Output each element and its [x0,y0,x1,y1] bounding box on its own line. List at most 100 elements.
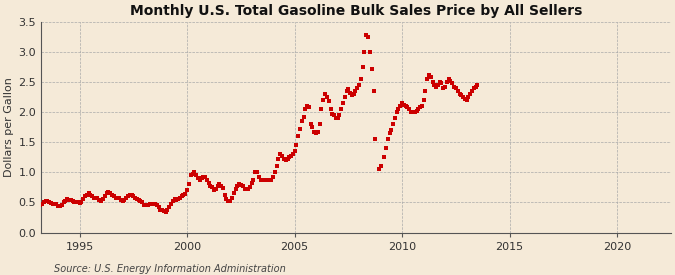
Point [382,137,393,142]
Point [157,208,167,213]
Point [286,153,296,158]
Point [153,205,164,210]
Point [155,208,165,212]
Point [289,149,300,153]
Point [139,203,150,207]
Point [140,203,151,208]
Point [331,116,342,120]
Point [71,200,82,204]
Point [182,188,192,193]
Y-axis label: Dollars per Gallon: Dollars per Gallon [4,77,14,177]
Point [373,167,384,172]
Point [212,183,223,188]
Point [313,129,323,134]
Point [413,107,424,111]
Point [107,193,117,197]
Point [149,202,160,207]
Point [284,155,295,160]
Point [362,35,373,39]
Point [350,89,361,94]
Point [151,203,162,208]
Point [248,177,259,182]
Point [221,197,232,202]
Point [237,184,248,188]
Point [169,197,180,202]
Point [445,79,456,83]
Point [165,202,176,206]
Point [159,209,169,213]
Point [375,164,386,169]
Point [263,178,273,182]
Point [461,98,472,103]
Point [400,104,411,109]
Point [101,191,112,196]
Point [409,110,420,114]
Point [466,89,477,94]
Point [315,122,325,127]
Point [62,197,73,202]
Point [196,176,207,181]
Point [55,204,65,208]
Point [411,109,422,113]
Point [226,196,237,200]
Point [257,177,268,182]
Point [178,193,189,197]
Point [191,173,202,178]
Point [121,196,132,200]
Point [203,181,214,185]
Point [420,89,431,94]
Point [88,196,99,200]
Point [345,91,356,95]
Point [219,192,230,197]
Point [424,73,435,77]
Point [418,98,429,103]
Point [198,174,209,179]
Point [239,186,250,191]
Point [392,110,402,114]
Point [325,107,336,111]
Point [250,170,261,175]
Point [389,116,400,120]
Point [264,177,275,182]
Point [259,178,269,182]
Point [160,209,171,214]
Point [176,194,187,199]
Point [142,203,153,208]
Point [404,107,414,111]
Point [387,122,398,127]
Point [277,153,288,158]
Point [134,198,144,202]
Point [425,75,436,80]
Point [338,101,348,106]
Point [42,199,53,204]
Point [463,95,474,100]
Point [242,186,253,191]
Point [300,107,310,111]
Point [207,185,217,190]
Point [294,127,305,131]
Point [275,152,286,156]
Title: Monthly U.S. Total Gasoline Bulk Sales Price by All Sellers: Monthly U.S. Total Gasoline Bulk Sales P… [130,4,582,18]
Point [173,197,184,201]
Point [49,202,60,206]
Point [228,191,239,196]
Point [80,194,90,198]
Point [386,128,397,133]
Point [69,200,80,205]
Point [223,199,234,204]
Point [194,177,205,182]
Point [105,191,115,196]
Point [171,198,182,202]
Point [108,194,119,199]
Point [293,134,304,139]
Point [67,199,78,204]
Point [96,199,107,204]
Point [253,175,264,180]
Point [90,196,101,200]
Point [60,199,71,203]
Point [305,122,316,127]
Point [291,143,302,148]
Point [356,77,367,81]
Point [398,103,409,107]
Point [225,199,236,204]
